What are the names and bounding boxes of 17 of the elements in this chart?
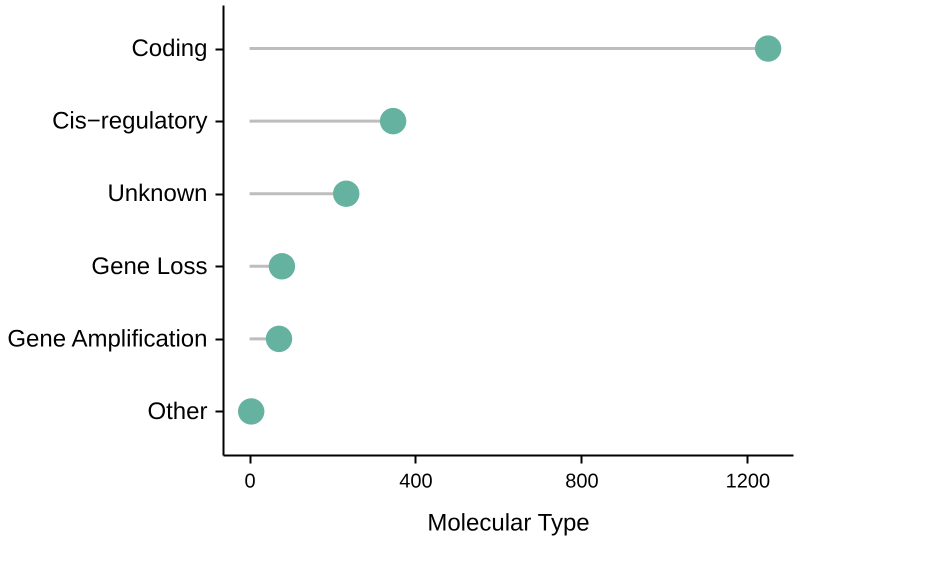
x-tick-label: 800 <box>565 470 599 492</box>
x-tick-label: 400 <box>399 470 433 492</box>
x-axis-title: Molecular Type <box>427 510 590 536</box>
point <box>266 326 292 352</box>
y-tick-label: Other <box>147 398 208 425</box>
y-tick-label: Coding <box>131 35 208 62</box>
x-tick-label: 0 <box>244 470 256 492</box>
y-tick-label: Unknown <box>107 180 208 208</box>
y-tick-label: Gene Amplification <box>7 325 208 352</box>
point <box>268 253 296 280</box>
y-tick-label: Gene Loss <box>91 252 208 280</box>
x-tick-label: 1200 <box>726 470 770 492</box>
point <box>380 108 406 134</box>
y-tick-label: Cis−regulatory <box>52 108 208 135</box>
point <box>238 398 264 425</box>
point <box>332 180 360 207</box>
point <box>754 35 782 62</box>
